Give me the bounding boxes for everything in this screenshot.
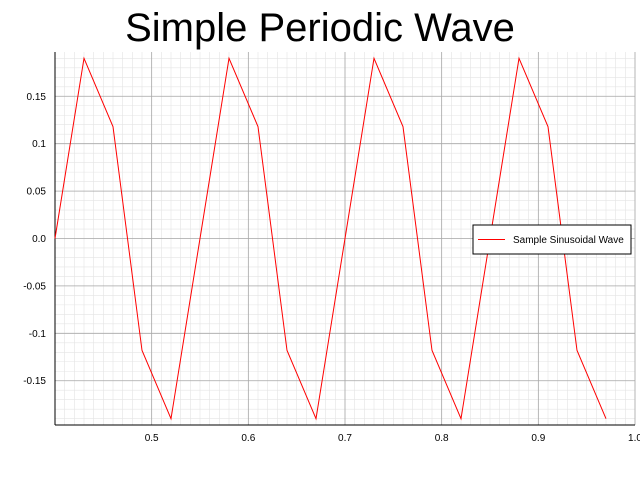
series-layer xyxy=(54,56,607,421)
y-tick-label: 0.05 xyxy=(27,187,47,198)
y-tick-label: -0.15 xyxy=(23,376,46,387)
x-tick-label: 0.5 xyxy=(145,433,159,444)
x-tick-label: 0.9 xyxy=(531,433,545,444)
x-tick-label: 0.8 xyxy=(435,433,449,444)
x-tick-label: 1.0 xyxy=(628,433,640,444)
y-tick-label: 0.0 xyxy=(32,234,46,245)
series-line xyxy=(54,56,607,421)
chart-title: Simple Periodic Wave xyxy=(125,6,515,50)
tick-labels: 0.5 0.6 0.7 0.8 0.9 1.0 0.15 0.1 0.05 0.0 -0.05 -0.… xyxy=(23,92,640,444)
x-tick-label: 0.6 xyxy=(241,433,255,444)
x-tick-label: 0.7 xyxy=(338,433,352,444)
legend: Sample Sinusoidal Wave xyxy=(472,224,632,255)
y-tick-label: 0.1 xyxy=(32,139,46,150)
legend-label: Sample Sinusoidal Wave xyxy=(513,235,624,246)
y-tick-label: -0.1 xyxy=(29,329,47,340)
y-tick-label: -0.05 xyxy=(23,281,46,292)
y-tick-label: 0.15 xyxy=(27,92,47,103)
